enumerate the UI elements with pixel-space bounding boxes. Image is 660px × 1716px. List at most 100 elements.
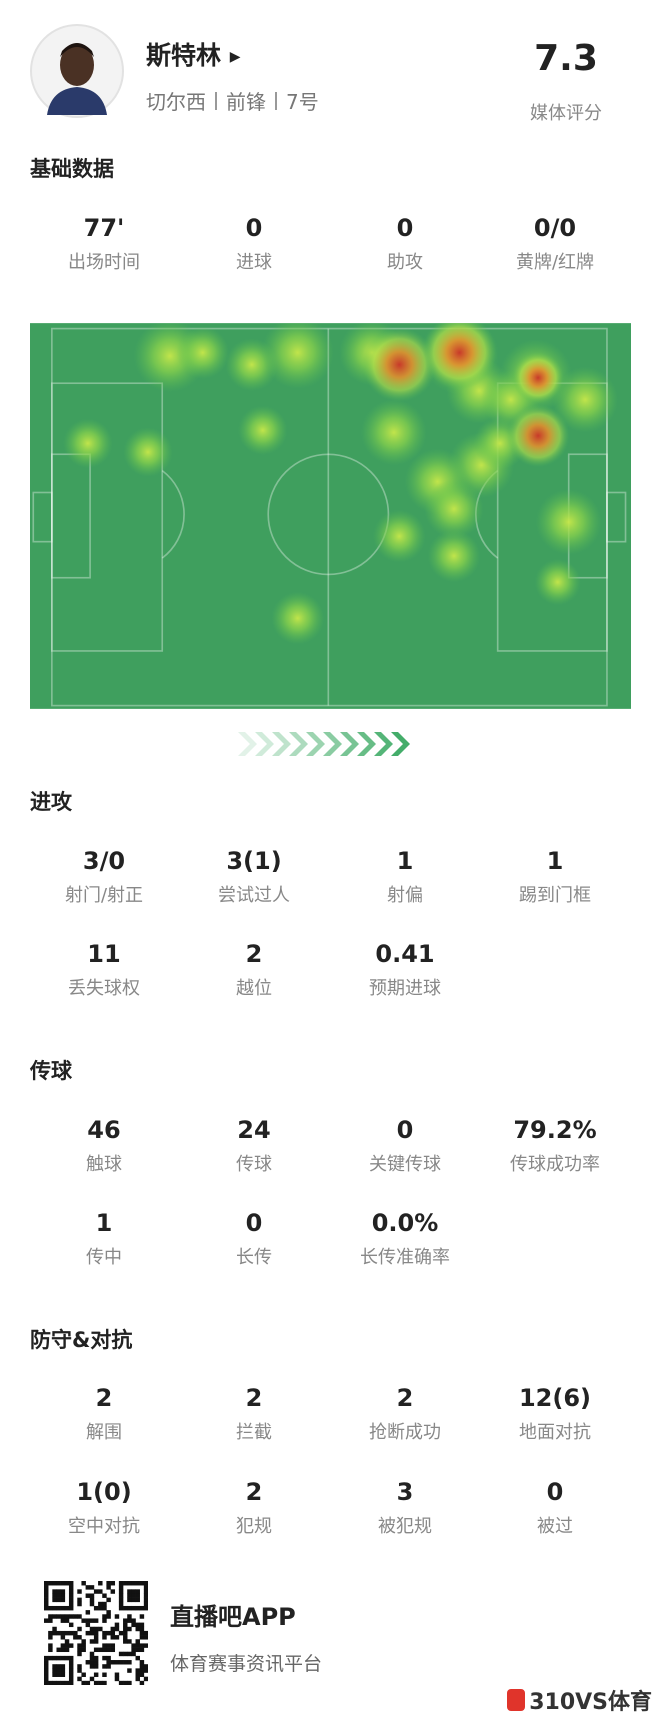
qr-cell [131, 1618, 136, 1623]
qr-cell [48, 1581, 53, 1586]
qr-cell [44, 1618, 49, 1623]
qr-cell [139, 1680, 145, 1685]
qr-cell [89, 1655, 95, 1661]
stat: 1 踢到门框 [480, 845, 630, 907]
stat-label: 黄牌/红牌 [515, 252, 595, 273]
qr-cell [77, 1643, 82, 1648]
stat: 79.2% 传球成功率 [480, 1114, 630, 1176]
stat-label: 尝试过人 [218, 885, 290, 906]
qr-cell [118, 1605, 124, 1611]
qr-cell [77, 1635, 82, 1640]
qr-cell [44, 1668, 49, 1673]
qr-cell [127, 1597, 132, 1603]
stat: 2 解围 [29, 1382, 179, 1444]
player-name[interactable]: 斯特林 ▶ [146, 36, 241, 72]
team-line: 切尔西 前锋 7号 [146, 86, 319, 115]
qr-cell [68, 1589, 74, 1594]
stat-label: 射门/射正 [64, 885, 144, 906]
qr-cell [93, 1664, 99, 1669]
qr-cell [143, 1664, 148, 1669]
qr-cell [98, 1680, 103, 1685]
qr-cell [114, 1622, 120, 1628]
qr-cell [102, 1647, 107, 1653]
qr-cell [131, 1622, 136, 1628]
qr-cell [64, 1647, 70, 1653]
stat-label: 越位 [236, 978, 272, 999]
qr-cell [77, 1626, 82, 1632]
qr-cell [135, 1668, 140, 1673]
qr-cell [98, 1589, 103, 1594]
qr-cell [143, 1581, 148, 1586]
qr-cell [77, 1651, 82, 1657]
qr-cell [77, 1614, 82, 1619]
section-title: 防守&对抗 [30, 1328, 133, 1352]
qr-cell [135, 1622, 140, 1628]
qr-cell [131, 1643, 136, 1648]
qr-cell [127, 1660, 132, 1665]
qr-cell [68, 1668, 74, 1673]
qr-cell [81, 1647, 86, 1653]
qr-cell [139, 1660, 145, 1665]
stat: 1 传中 [29, 1207, 179, 1269]
qr-cell [102, 1664, 107, 1669]
qr-cell [106, 1655, 111, 1661]
stat-label: 助攻 [387, 252, 423, 273]
stat: 0/0 黄牌/红牌 [480, 212, 630, 274]
qr-cell [44, 1593, 49, 1598]
qr-cell [131, 1589, 136, 1594]
qr-cell [98, 1601, 103, 1607]
qr-cell [143, 1585, 148, 1590]
qr-cell [135, 1655, 140, 1661]
qr-cell [60, 1664, 66, 1669]
qr-cell [44, 1664, 49, 1669]
stat: 0 进球 [179, 212, 329, 274]
chevron [340, 732, 359, 756]
qr-cell [56, 1593, 61, 1598]
stat: 24 传球 [179, 1114, 329, 1176]
qr-cell [77, 1589, 82, 1594]
qr-cell [89, 1593, 95, 1598]
stat: 0 助攻 [330, 212, 480, 274]
qr-cell [98, 1605, 103, 1611]
stat-label: 空中对抗 [68, 1516, 140, 1537]
qr-cell [93, 1647, 99, 1653]
heat-core [362, 327, 437, 402]
qr-cell [135, 1597, 140, 1603]
qr-cell [64, 1680, 70, 1685]
qr-cell [60, 1635, 66, 1640]
stat-label: 犯规 [236, 1516, 272, 1537]
qr-cell [60, 1581, 66, 1586]
qr-cell [123, 1618, 128, 1623]
stat-value: 1 [95, 1209, 113, 1237]
qr-cell [127, 1618, 132, 1623]
qr-cell [73, 1614, 78, 1619]
qr-cell [64, 1614, 70, 1619]
qr-cell [85, 1630, 91, 1636]
qr-cell [44, 1605, 49, 1611]
stat: 3 被犯规 [330, 1476, 480, 1538]
qr-cell [56, 1668, 61, 1673]
stat-value: 0 [396, 1116, 414, 1144]
qr-cell [44, 1680, 49, 1685]
qr-cell [135, 1639, 140, 1644]
qr-cell [98, 1626, 103, 1632]
team-item: 切尔西 [146, 90, 206, 114]
qr-cell [52, 1680, 57, 1685]
qr-cell [127, 1651, 132, 1657]
qr-cell [73, 1635, 78, 1640]
qr-cell [48, 1655, 53, 1661]
qr-cell [135, 1593, 140, 1598]
qr-cell [93, 1672, 99, 1677]
stat-value: 12(6) [518, 1384, 592, 1412]
qr-cell [89, 1676, 95, 1682]
qr-cell [106, 1585, 111, 1590]
qr-cell [102, 1630, 107, 1636]
qr-cell [85, 1618, 91, 1623]
chevron [255, 732, 274, 756]
qr-cell [93, 1655, 99, 1661]
qr-cell [48, 1635, 53, 1640]
qr-cell [89, 1618, 95, 1623]
stat: 2 拦截 [179, 1382, 329, 1444]
stat: 2 犯规 [179, 1476, 329, 1538]
stat: 3(1) 尝试过人 [179, 845, 329, 907]
